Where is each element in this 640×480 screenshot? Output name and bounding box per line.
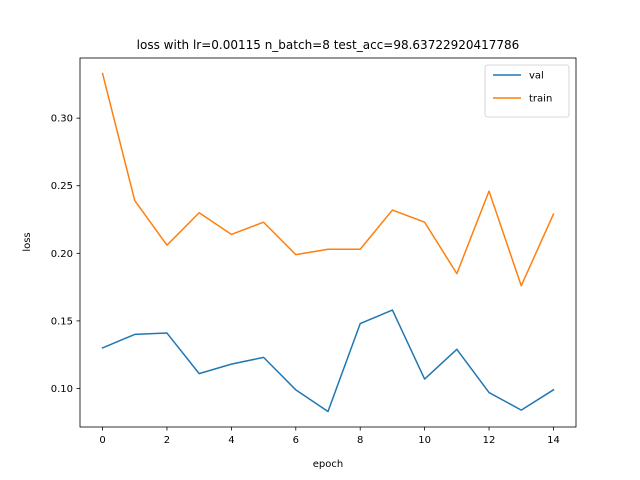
x-tick-label: 6	[293, 435, 299, 446]
series-line-val	[101, 309, 555, 413]
legend-box	[484, 64, 570, 118]
chart-title: loss with lr=0.00115 n_batch=8 test_acc=…	[137, 38, 520, 52]
y-tick-label: 0.30	[51, 114, 73, 125]
y-tick-label: 0.15	[51, 316, 73, 327]
x-tick-label: 14	[547, 435, 560, 446]
legend: val train	[484, 64, 570, 118]
plot-area: 0 2 4 6 8 10 12 14 0.10 0.15 0.20 0.25 0.30	[51, 57, 577, 446]
y-tick-label: 0.20	[51, 249, 73, 260]
legend-label-val: val	[529, 71, 544, 82]
legend-label-train: train	[529, 94, 552, 105]
y-tick-label: 0.10	[51, 384, 73, 395]
y-tick-label: 0.25	[51, 181, 73, 192]
x-tick-label: 0	[99, 435, 105, 446]
x-tick-label: 10	[418, 435, 431, 446]
axes-frame	[79, 57, 577, 428]
series-line-train	[101, 72, 555, 287]
x-tick-label: 4	[228, 435, 234, 446]
x-axis-label: epoch	[313, 459, 343, 470]
x-tick-label: 12	[483, 435, 496, 446]
x-tick-label: 8	[357, 435, 363, 446]
x-tick-label: 2	[164, 435, 170, 446]
y-axis-label: loss	[22, 232, 33, 251]
